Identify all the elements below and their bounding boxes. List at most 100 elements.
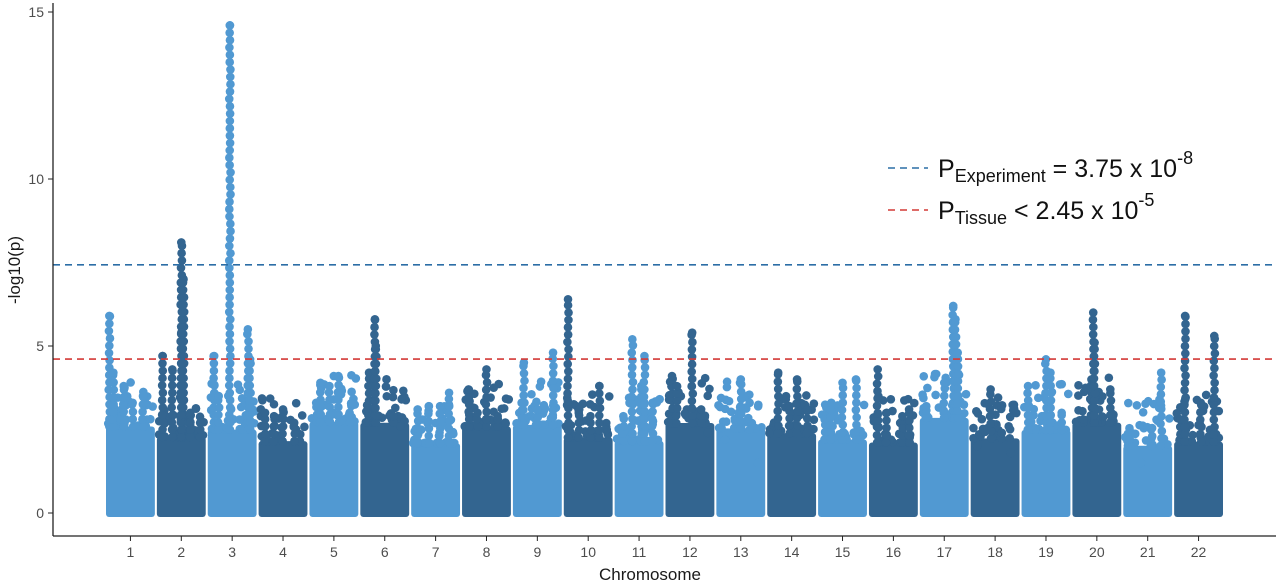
data-point — [464, 392, 474, 402]
data-point — [773, 384, 783, 394]
data-point — [904, 430, 913, 440]
data-point — [290, 429, 300, 439]
data-point — [792, 384, 802, 394]
x-tick-label: 20 — [1089, 544, 1105, 560]
data-point — [350, 400, 360, 409]
chromosome-18-points — [969, 385, 1021, 517]
peak-point — [435, 401, 445, 411]
data-point — [563, 359, 573, 369]
data-point — [300, 422, 309, 432]
data-point — [519, 391, 528, 400]
data-point — [167, 395, 177, 405]
data-point — [195, 432, 204, 442]
data-point — [1090, 344, 1099, 354]
data-point — [1132, 400, 1142, 410]
data-point — [260, 422, 270, 431]
data-point — [985, 412, 995, 421]
data-point — [225, 212, 234, 221]
data-point — [138, 414, 147, 424]
data-point — [168, 410, 177, 420]
data-point — [1180, 422, 1190, 432]
data-point — [225, 337, 234, 346]
data-point — [680, 409, 690, 418]
peak-point — [1180, 311, 1190, 321]
data-point — [640, 407, 650, 416]
data-point — [640, 421, 650, 431]
data-point — [493, 422, 503, 431]
data-point — [672, 389, 682, 398]
data-point — [214, 410, 223, 420]
data-point — [1090, 396, 1099, 405]
data-point — [1005, 434, 1015, 443]
data-point — [176, 417, 185, 427]
data-point — [138, 400, 148, 409]
data-point — [1046, 410, 1056, 420]
data-point — [482, 378, 492, 387]
data-point — [226, 248, 235, 258]
data-point — [109, 422, 118, 431]
data-point — [648, 429, 658, 438]
peak-point — [948, 301, 958, 311]
x-tick-label: 22 — [1191, 544, 1207, 560]
data-point — [604, 392, 614, 401]
peak-point — [1090, 338, 1099, 347]
data-point — [1210, 422, 1219, 432]
data-point — [186, 417, 195, 427]
data-point — [158, 366, 168, 376]
data-point — [481, 414, 491, 424]
peak-point — [574, 405, 584, 414]
data-point — [278, 422, 288, 431]
legend-label: PTissue < 2.45 x 10-5 — [938, 190, 1154, 228]
data-point — [413, 424, 423, 433]
peak-point — [214, 391, 223, 401]
data-point — [1209, 341, 1219, 351]
peak-point — [953, 348, 963, 357]
peak-point — [519, 358, 529, 368]
data-point — [158, 359, 167, 368]
data-point — [371, 366, 380, 376]
data-point — [1023, 425, 1033, 435]
data-point — [873, 408, 883, 418]
data-point — [176, 359, 186, 368]
data-point — [563, 300, 573, 310]
data-point — [688, 337, 697, 347]
data-point — [177, 248, 186, 258]
data-point — [1074, 381, 1083, 390]
data-point — [838, 427, 848, 437]
data-point — [109, 378, 118, 387]
chromosome-6-points — [360, 314, 411, 517]
data-point — [1157, 375, 1166, 384]
data-point — [334, 410, 343, 419]
data-point — [627, 392, 636, 402]
data-point — [290, 436, 299, 446]
data-point — [1196, 407, 1205, 417]
peak-point — [128, 398, 137, 408]
data-point — [1046, 403, 1055, 413]
data-point — [1097, 412, 1107, 421]
data-point — [696, 411, 706, 420]
data-point — [370, 322, 379, 332]
peak-point — [773, 368, 783, 378]
data-point — [464, 407, 473, 417]
x-tick-label: 21 — [1140, 544, 1156, 560]
data-point — [1138, 408, 1148, 417]
chromosome-8-band — [462, 426, 511, 517]
data-point — [244, 344, 253, 354]
data-point — [176, 337, 186, 346]
data-point — [167, 425, 177, 434]
data-point — [939, 398, 949, 408]
peak-point — [325, 381, 334, 391]
data-point — [773, 414, 783, 423]
data-point — [226, 190, 235, 199]
data-point — [1210, 385, 1219, 395]
data-point — [1089, 418, 1099, 427]
data-point — [265, 394, 275, 403]
data-point — [918, 390, 927, 400]
x-tick-label: 15 — [835, 544, 851, 560]
data-point — [225, 197, 234, 207]
data-point — [413, 431, 422, 441]
data-point — [724, 396, 734, 406]
peak-point — [548, 348, 558, 357]
data-point — [1181, 349, 1190, 358]
data-point — [852, 398, 861, 407]
